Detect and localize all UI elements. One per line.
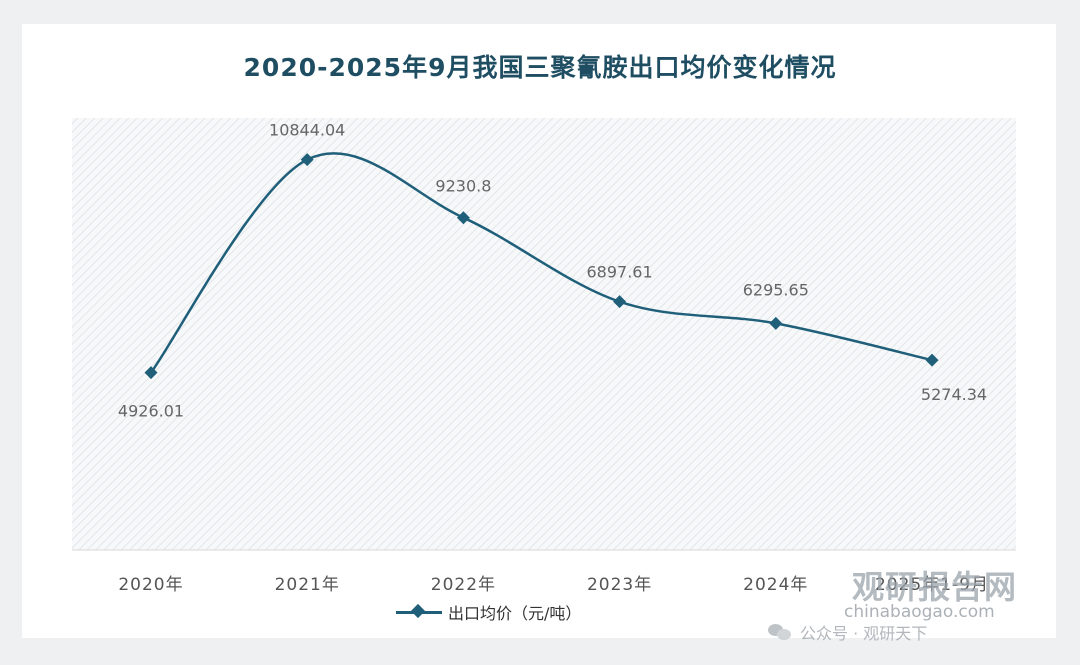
- watermark-site: chinabaogao.com: [844, 602, 995, 622]
- wechat-icon: [768, 622, 792, 642]
- plot-area: [72, 118, 1016, 550]
- x-tick-label-0: 2020年: [118, 575, 183, 595]
- data-point-4: [769, 316, 783, 330]
- data-label-1: 10844.04: [269, 121, 345, 140]
- data-label-0: 4926.01: [118, 402, 184, 421]
- data-point-0: [144, 366, 158, 380]
- watermark-account: 公众号 · 观研天下: [768, 620, 927, 644]
- watermark: 观研报告网 chinabaogao.com 公众号 · 观研天下: [756, 560, 1056, 650]
- chart-legend: 出口均价（元/吨）: [396, 600, 581, 624]
- x-tick-label-4: 2024年: [743, 575, 808, 595]
- watermark-account-label: 公众号 · 观研天下: [800, 624, 928, 643]
- x-tick-label-5: 2025年1-9月: [875, 575, 989, 595]
- series-line: [149, 152, 933, 374]
- data-label-3: 6897.61: [587, 263, 653, 282]
- data-point-2: [456, 211, 470, 225]
- legend-label: 出口均价（元/吨）: [448, 604, 582, 623]
- data-label-4: 6295.65: [743, 280, 809, 299]
- data-label-2: 9230.8: [435, 177, 491, 196]
- data-point-1: [300, 153, 314, 167]
- x-tick-label-1: 2021年: [275, 575, 340, 595]
- legend-line-marker-icon: [396, 602, 442, 622]
- x-tick-label-2: 2022年: [431, 575, 496, 595]
- chart-title: 2020-2025年9月我国三聚氰胺出口均价变化情况: [243, 53, 837, 82]
- data-point-5: [925, 353, 939, 367]
- data-point-3: [613, 295, 627, 309]
- watermark-brand: 观研报告网: [852, 568, 1018, 606]
- x-tick-label-3: 2023年: [587, 575, 652, 595]
- data-label-5: 5274.34: [921, 385, 987, 404]
